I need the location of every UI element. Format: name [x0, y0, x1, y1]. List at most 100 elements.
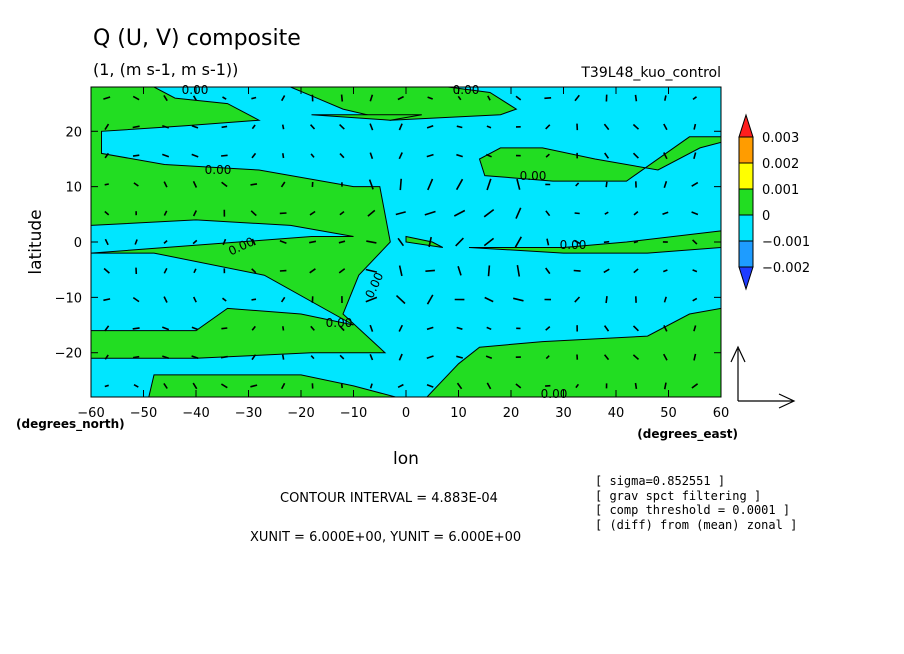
colorbar-label: −0.001 [762, 235, 810, 250]
wind-vector [574, 94, 580, 102]
wind-vector [310, 355, 315, 360]
wind-vector [250, 183, 258, 186]
contour-region [468, 230, 721, 254]
wind-vector [633, 240, 639, 244]
contour-region [91, 374, 433, 397]
wind-vector [515, 383, 522, 389]
wind-vector [163, 240, 168, 244]
wind-vector [251, 238, 256, 246]
wind-vector [282, 153, 285, 159]
run-label: T39L48_kuo_control [580, 65, 721, 81]
wind-vector [191, 326, 199, 331]
wind-vector [486, 382, 492, 390]
wind-vector [428, 236, 432, 248]
wind-vector [398, 265, 403, 277]
wind-vector [104, 210, 110, 216]
wind-vector [251, 325, 256, 331]
colorbar-label: 0.002 [762, 157, 799, 172]
x-axis-unit: (degrees_east) [637, 427, 738, 442]
colorbar-overflow-triangle [738, 113, 754, 138]
wind-vector [220, 383, 228, 389]
wind-vector [456, 382, 463, 390]
wind-vector [398, 152, 403, 160]
x-tick-label: 20 [503, 406, 520, 421]
wind-vector [662, 211, 669, 216]
wind-vector [132, 355, 140, 359]
wind-vector [192, 239, 198, 245]
wind-vector [692, 239, 698, 245]
wind-vector [162, 326, 170, 331]
wind-vector [163, 181, 168, 188]
wind-vector [338, 240, 346, 244]
contour-regions [91, 87, 721, 397]
chart-subtitle: (1, (m s-1, m s-1)) [93, 60, 238, 79]
wind-vector [309, 210, 316, 216]
contour-label: 0.00 [182, 83, 209, 97]
wind-vector [605, 181, 608, 188]
wind-vector [545, 153, 550, 158]
wind-vector [163, 94, 168, 102]
y-axis: 20 10 0 −10 −20 [55, 125, 721, 362]
wind-vector [339, 124, 345, 130]
wind-vector [455, 237, 464, 247]
wind-vector [604, 152, 610, 159]
plot-area: 0.00 0.000.00 0.000.00 0.000.000.000.00 [90, 83, 722, 401]
wind-vector [251, 152, 257, 159]
wind-vector [103, 96, 111, 100]
wind-vector [104, 238, 109, 246]
wind-vector [426, 326, 434, 331]
wind-vector [426, 355, 434, 360]
wind-vector [486, 178, 492, 191]
wind-vector [692, 297, 698, 302]
wind-vector [365, 296, 378, 303]
wind-vector [483, 208, 495, 218]
colorbar-label: 0.003 [762, 131, 799, 146]
wind-vector [310, 153, 315, 158]
note-threshold: [ comp threshold = 0.0001 ] [595, 503, 790, 517]
wind-vector [222, 297, 227, 302]
y-tick-label: 10 [65, 181, 82, 196]
wind-vector [281, 95, 286, 102]
wind-vector [632, 123, 640, 130]
wind-vector [546, 238, 550, 246]
wind-vector [132, 327, 140, 330]
colorbar-swatch [738, 240, 754, 268]
wind-vector [691, 211, 699, 216]
wind-vector [367, 209, 376, 217]
wind-vector [487, 95, 491, 101]
reference-vector [730, 345, 796, 409]
wind-vector [251, 354, 257, 361]
wind-vector [369, 123, 374, 131]
wind-vector [250, 384, 258, 388]
wind-vector [662, 353, 668, 361]
x-tick-label: 50 [660, 406, 677, 421]
y-tick-label: 0 [74, 236, 82, 251]
wind-vector [369, 152, 374, 159]
wind-vector [575, 182, 580, 187]
wind-vector [545, 325, 551, 331]
wind-vector [192, 210, 198, 217]
wind-vector [457, 95, 462, 101]
wind-vector [456, 326, 463, 330]
wind-vector [693, 325, 697, 332]
wind-vector [426, 294, 434, 305]
wind-vector [251, 298, 257, 301]
wind-vector [545, 124, 551, 130]
wind-vector [192, 382, 198, 390]
wind-vector [426, 383, 434, 388]
wind-vector [250, 210, 257, 217]
wind-vector [515, 95, 522, 101]
vector-field [103, 94, 699, 390]
chart-title: Q (U, V) composite [93, 26, 301, 51]
wind-vector [220, 355, 228, 359]
wind-vector [251, 124, 256, 130]
wind-vector [191, 125, 199, 129]
wind-vector [339, 210, 345, 216]
colorbar: 0.003 0.002 0.001 0 −0.001 −0.002 [738, 113, 810, 291]
colorbar-swatch [738, 136, 754, 164]
wind-vector [605, 295, 608, 304]
wind-vector [104, 384, 109, 388]
wind-vector [486, 125, 492, 129]
wind-vector [192, 180, 198, 188]
wind-vector [162, 355, 170, 359]
